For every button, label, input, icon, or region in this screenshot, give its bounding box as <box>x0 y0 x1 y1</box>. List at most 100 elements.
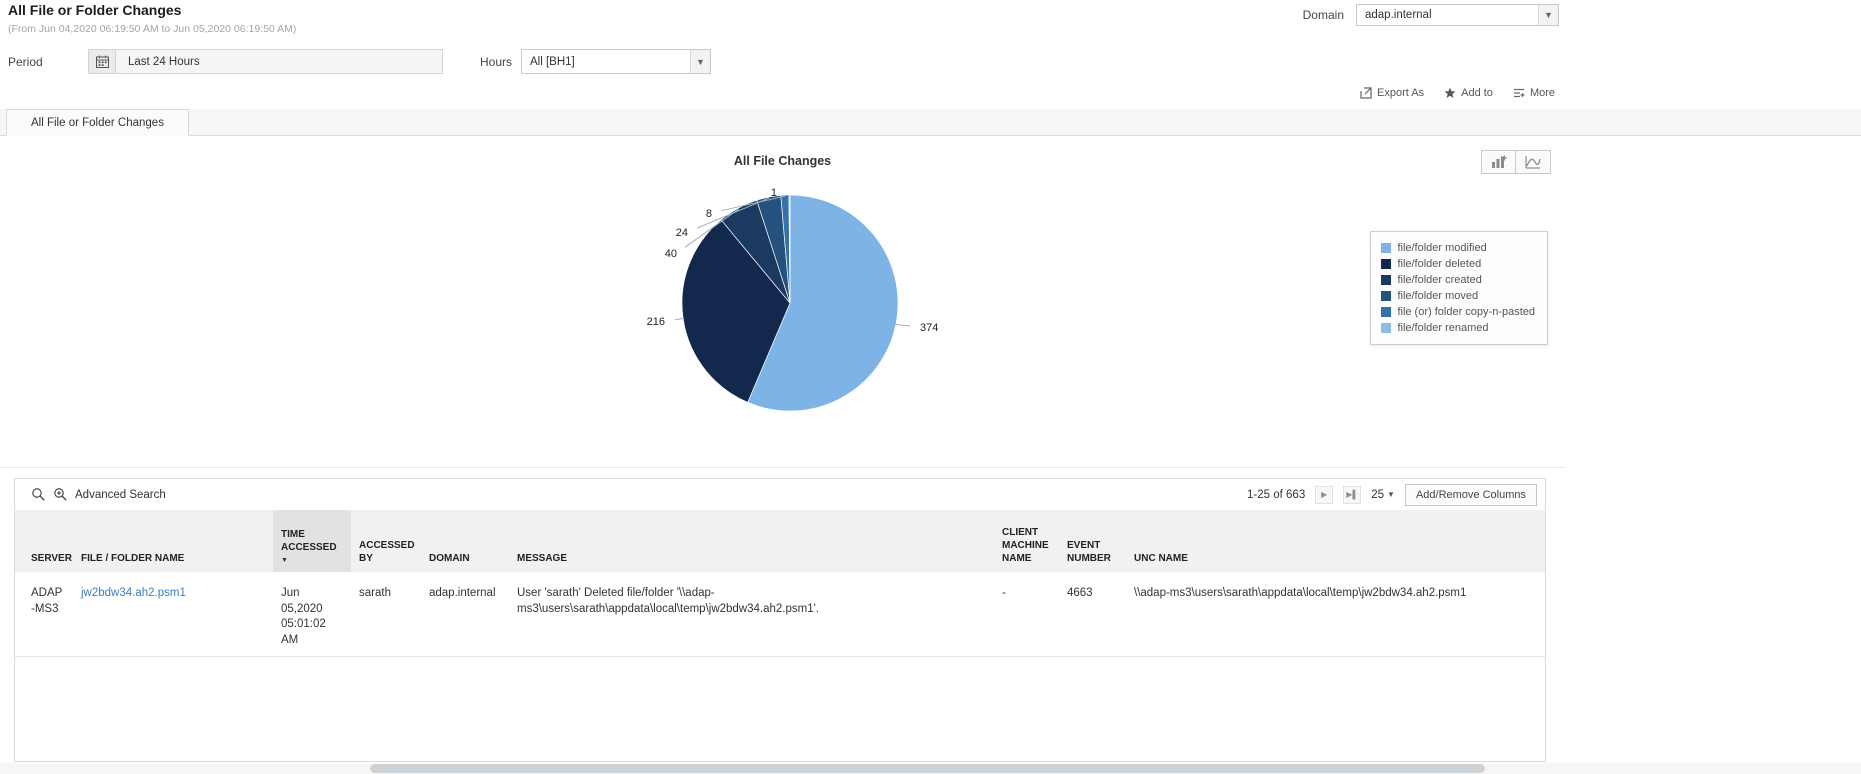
pie-value-label: 8 <box>706 208 712 220</box>
column-header-unc-name[interactable]: UNC NAME <box>1126 510 1545 572</box>
time-accessed-cell: Jun 05,2020 05:01:02 AM <box>273 572 351 658</box>
more-label: More <box>1529 87 1555 99</box>
legend-label: file/folder modified <box>1397 242 1487 254</box>
search-icon-button[interactable] <box>27 484 49 506</box>
pie-slice-5[interactable] <box>788 194 791 304</box>
next-page-button[interactable]: ▶ <box>1315 485 1334 504</box>
domain-select-value: adap.internal <box>1365 9 1432 21</box>
bar-chart-icon <box>1491 155 1507 168</box>
line-chart-icon <box>1525 156 1541 169</box>
tab-all-file-or-folder-changes[interactable]: All File or Folder Changes <box>6 109 189 136</box>
legend-label: file/folder deleted <box>1397 258 1482 270</box>
domain-label: Domain <box>1302 8 1344 22</box>
export-as-button[interactable]: Export As <box>1360 87 1424 99</box>
chart-panel: All File Changes 374 216 40 24 8 1 <box>0 136 1565 468</box>
advanced-search-link[interactable]: Advanced Search <box>75 488 166 501</box>
add-to-button[interactable]: Add to <box>1444 87 1493 99</box>
calendar-icon <box>95 55 109 68</box>
pie-label-line <box>674 317 685 321</box>
column-header-time-accessed[interactable]: TIME ACCESSED ▼ <box>273 510 351 572</box>
legend-swatch <box>1381 275 1392 285</box>
horizontal-scrollbar-thumb[interactable] <box>370 764 1485 773</box>
legend-swatch <box>1381 291 1392 301</box>
column-header-server[interactable]: SERVER <box>15 510 73 572</box>
column-header-time-accessed-label: TIME ACCESSED <box>281 528 337 553</box>
hours-select[interactable]: All [BH1] ▼ <box>521 49 711 74</box>
column-header-file-folder-name[interactable]: FILE / FOLDER NAME <box>73 510 273 572</box>
tab-bar: All File or Folder Changes <box>0 109 1861 136</box>
last-page-button[interactable]: ▶▌ <box>1343 485 1362 504</box>
table-row: ADAP-MS3 jw2bdw34.ah2.psm1 Jun 05,2020 0… <box>15 572 1545 658</box>
legend-swatch <box>1381 323 1392 333</box>
chart-type-toggles <box>1481 150 1551 174</box>
column-header-event-number[interactable]: EVENT NUMBER <box>1059 510 1126 572</box>
accessed-by-cell: sarath <box>351 572 421 658</box>
search-icon <box>31 488 45 501</box>
pie-value-label: 1 <box>771 187 777 199</box>
pie-label-line <box>786 194 790 197</box>
advanced-search-icon-button[interactable] <box>49 484 71 506</box>
column-header-client-machine-name[interactable]: CLIENT MACHINE NAME <box>994 510 1059 572</box>
period-input[interactable]: Last 24 Hours <box>128 55 200 68</box>
pie-value-label: 374 <box>920 322 938 334</box>
legend-item: file/folder modified <box>1381 240 1535 256</box>
chevron-down-icon: ▼ <box>690 50 710 73</box>
event-number-cell: 4663 <box>1059 572 1126 658</box>
add-to-label: Add to <box>1461 87 1493 99</box>
bar-chart-toggle-button[interactable] <box>1481 150 1516 174</box>
legend-swatch <box>1381 307 1392 317</box>
pie-chart: 374 216 40 24 8 1 <box>647 187 938 412</box>
export-icon <box>1360 87 1372 99</box>
more-button[interactable]: More <box>1513 87 1555 99</box>
domain-select[interactable]: adap.internal ▼ <box>1356 4 1559 26</box>
file-folder-name-cell: jw2bdw34.ah2.psm1 <box>73 572 273 658</box>
table-header-row: SERVER FILE / FOLDER NAME TIME ACCESSED … <box>15 510 1545 572</box>
pie-label-line <box>721 195 786 212</box>
legend-label: file/folder renamed <box>1397 322 1489 334</box>
more-icon <box>1513 88 1525 98</box>
legend-item: file/folder renamed <box>1381 320 1535 336</box>
period-field: Last 24 Hours <box>88 49 443 74</box>
page-title: All File or Folder Changes <box>8 2 182 18</box>
search-plus-icon <box>53 488 67 501</box>
pagination-range: 1-25 of 663 <box>1247 488 1306 501</box>
star-icon <box>1444 87 1456 98</box>
add-remove-columns-button[interactable]: Add/Remove Columns <box>1404 483 1537 506</box>
header: All File or Folder Changes (From Jun 04,… <box>0 0 1565 42</box>
client-machine-name-cell: - <box>994 572 1059 658</box>
column-header-domain[interactable]: DOMAIN <box>421 510 509 572</box>
chart-title: All File Changes <box>733 154 832 168</box>
period-label: Period <box>8 55 43 69</box>
legend-label: file/folder created <box>1397 274 1482 286</box>
page-size-dropdown[interactable]: 25 ▼ <box>1371 489 1395 501</box>
calendar-icon-button[interactable] <box>89 50 116 73</box>
report-date-range: (From Jun 04,2020 06:19:50 AM to Jun 05,… <box>8 23 297 35</box>
results-table: SERVER FILE / FOLDER NAME TIME ACCESSED … <box>15 510 1545 658</box>
hours-label: Hours <box>480 55 513 69</box>
horizontal-scrollbar-track <box>0 763 1861 774</box>
legend-item: file (or) folder copy-n-pasted <box>1381 304 1535 320</box>
report-actions: Export As Add to More <box>0 75 1565 105</box>
message-cell: User 'sarath' Deleted file/folder '\\ada… <box>509 572 994 658</box>
legend-item: file/folder deleted <box>1381 256 1535 272</box>
server-cell: ADAP-MS3 <box>15 572 73 658</box>
column-header-message[interactable]: MESSAGE <box>509 510 994 572</box>
filter-bar: Period Last 24 Hours Hours All [BH1] <box>0 49 1565 75</box>
chart-legend: file/folder modified file/folder deleted… <box>1370 231 1548 345</box>
export-as-label: Export As <box>1377 87 1425 99</box>
legend-item: file/folder created <box>1381 272 1535 288</box>
line-chart-toggle-button[interactable] <box>1516 150 1551 174</box>
pie-value-label: 24 <box>676 227 688 239</box>
results-table-panel: Advanced Search 1-25 of 663 ▶ ▶▌ 25 ▼ Ad… <box>14 478 1546 762</box>
page-size-value: 25 <box>1371 488 1385 501</box>
pie-label-line <box>684 208 739 248</box>
legend-label: file/folder moved <box>1397 290 1479 302</box>
unc-name-cell: \\adap-ms3\users\sarath\appdata\local\te… <box>1126 572 1545 658</box>
column-header-accessed-by[interactable]: ACCESSED BY <box>351 510 421 572</box>
pie-value-label: 40 <box>665 248 677 260</box>
file-folder-name-link[interactable]: jw2bdw34.ah2.psm1 <box>81 587 186 599</box>
sort-desc-icon: ▼ <box>281 556 288 564</box>
legend-swatch <box>1381 259 1392 269</box>
legend-swatch <box>1381 243 1392 253</box>
